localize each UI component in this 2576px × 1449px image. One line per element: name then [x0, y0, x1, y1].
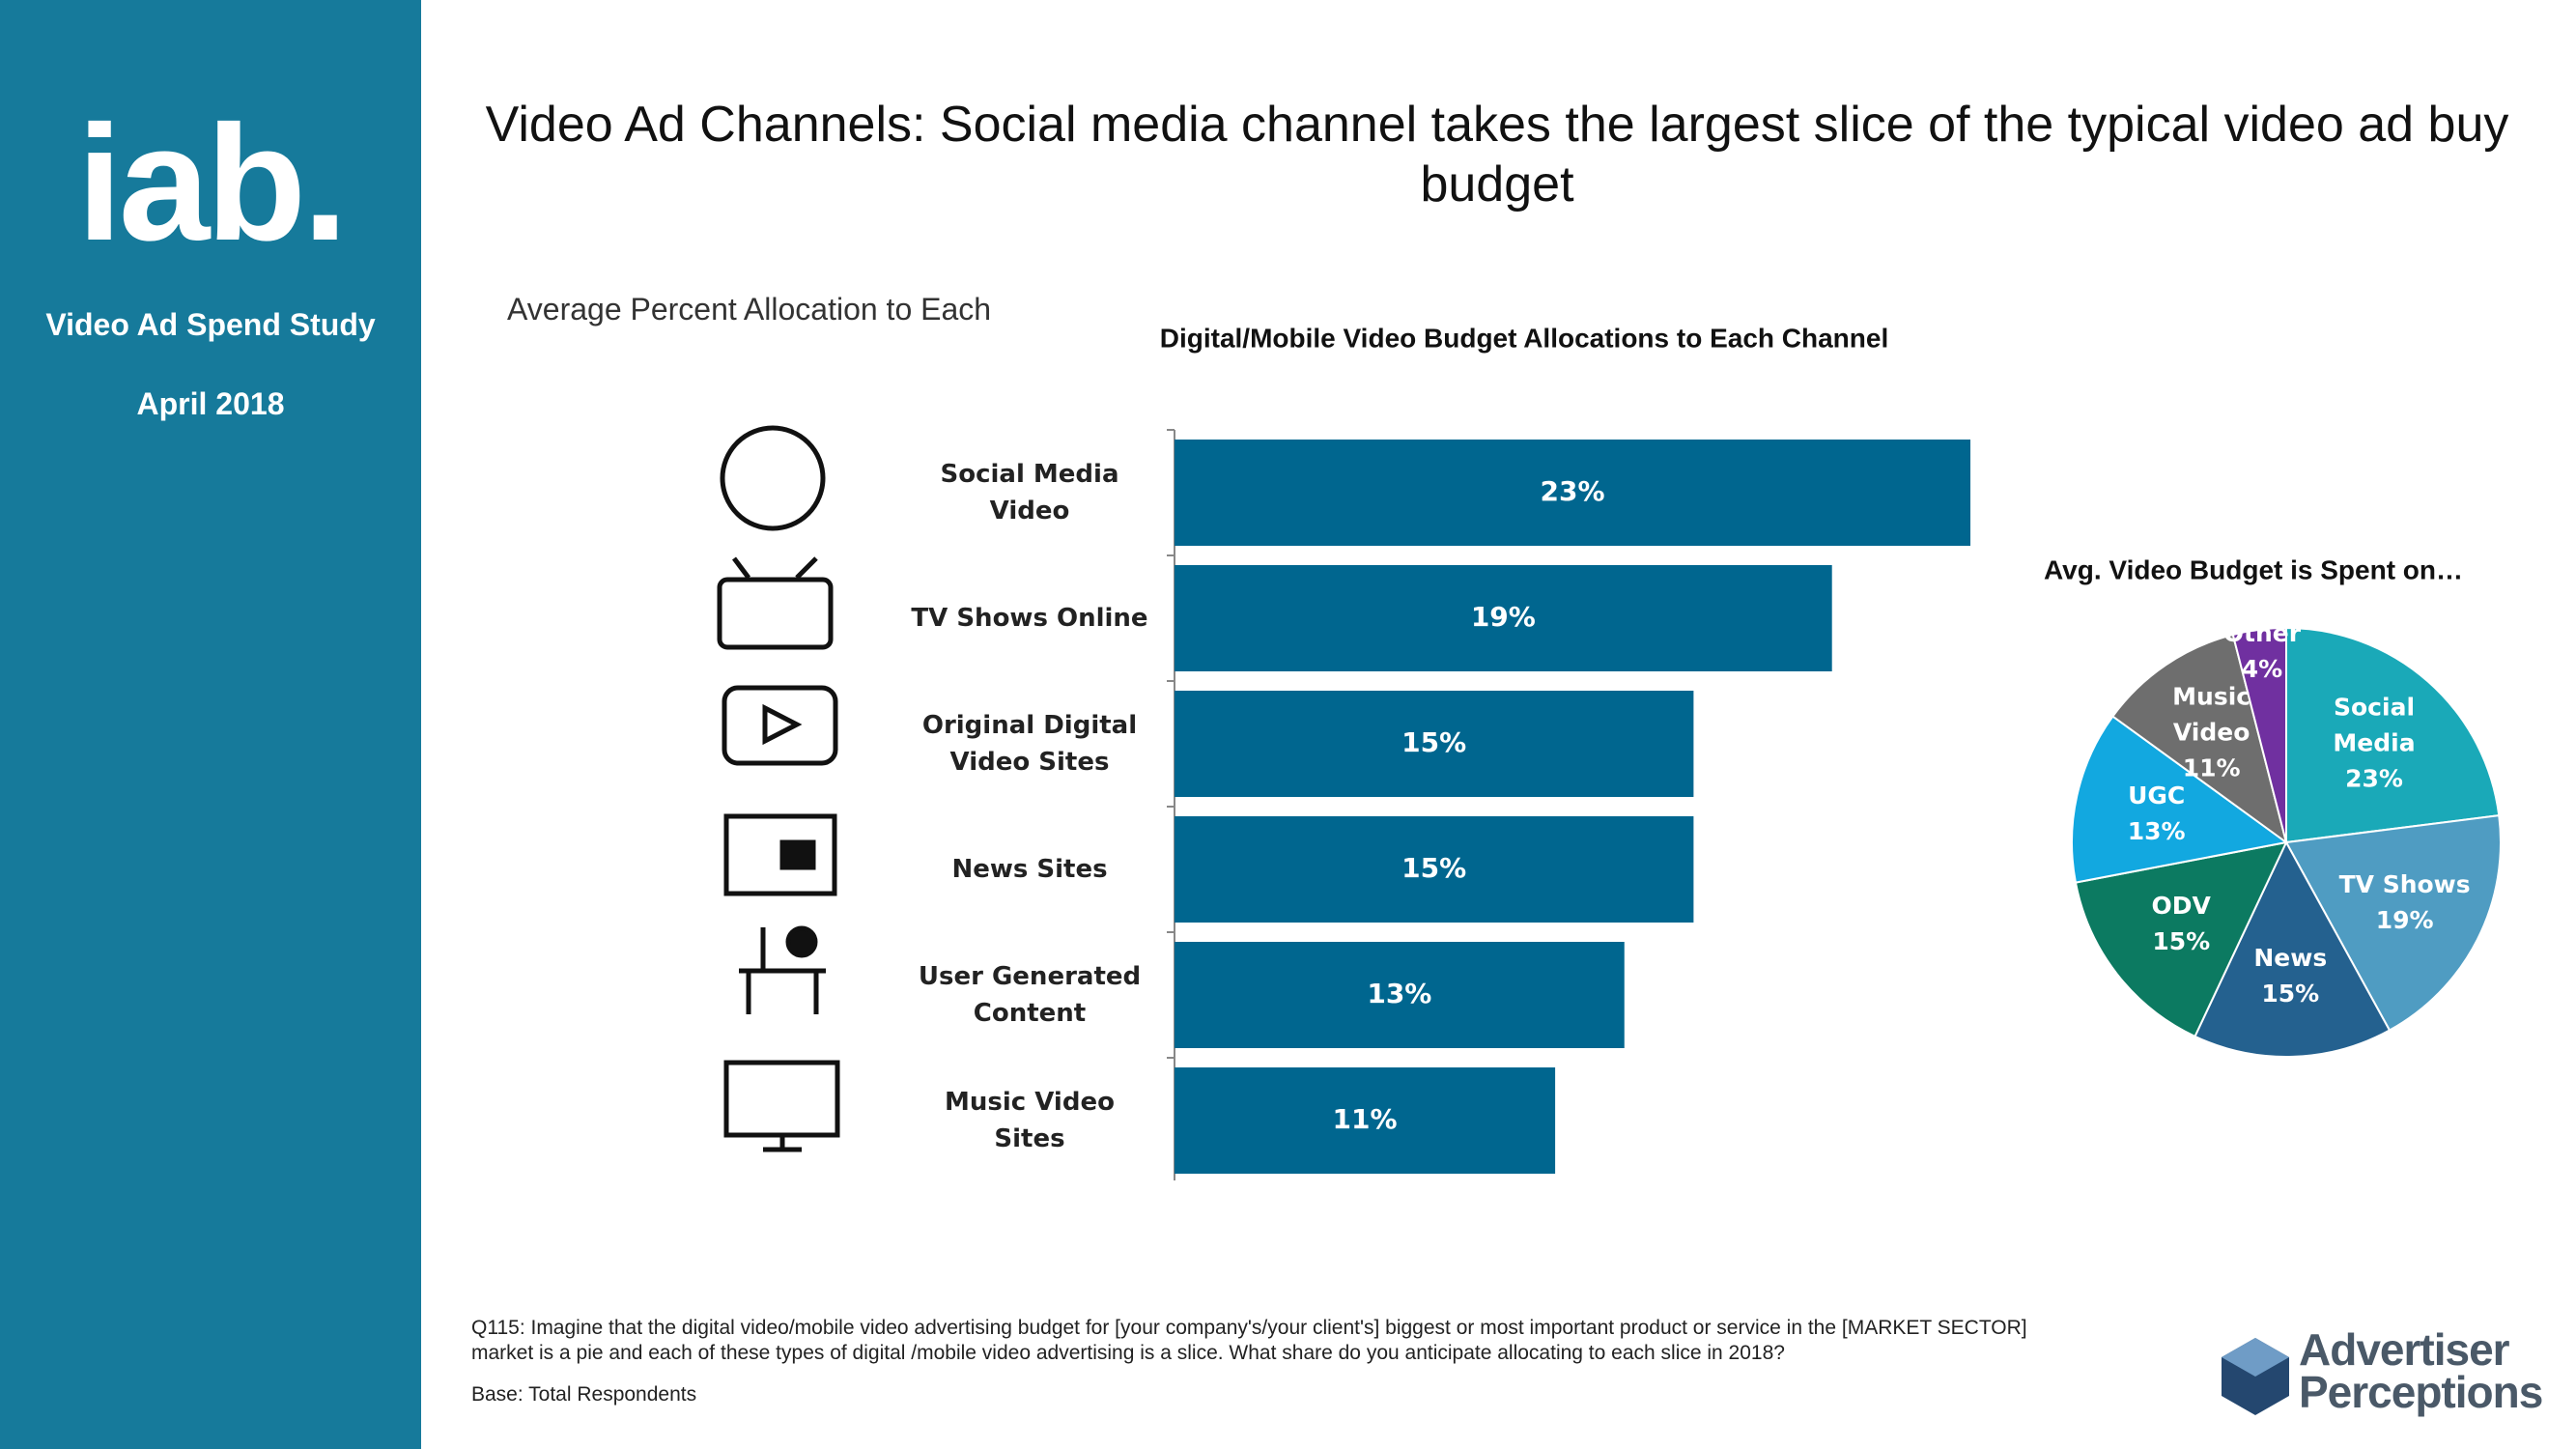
data-label: 19%: [1471, 601, 1536, 633]
slice-value: 15%: [2152, 927, 2211, 956]
chart-title: Digital/Mobile Video Budget Allocations …: [1160, 323, 1889, 353]
base-note: Base: Total Respondents: [471, 1383, 697, 1406]
pie-slice: [2194, 839, 2392, 1058]
icon-desk: [739, 927, 826, 1014]
bar: [1175, 691, 1694, 797]
slice-name: News: [2253, 943, 2328, 972]
brand-icon: [2222, 1338, 2289, 1415]
data-label: 11%: [1333, 1103, 1398, 1135]
icon-monitor: [723, 1060, 840, 1138]
icon-social: [720, 425, 826, 531]
slice-value: 11%: [2182, 753, 2241, 782]
slice-name: UGC: [2128, 781, 2186, 810]
slice-label: News 15%: [2218, 940, 2363, 1011]
category-label: Social Media Video: [940, 460, 1119, 526]
icon-play-triangle: [762, 703, 803, 746]
subtitle: Average Percent Allocation to Each: [507, 292, 992, 327]
slice-name: Social Media: [2333, 693, 2416, 757]
bar: [1175, 440, 1970, 546]
bar: [1175, 565, 1832, 671]
sidebar: iab. Video Ad Spend Study April 2018: [0, 0, 421, 1449]
pie-slice: [2284, 814, 2502, 1032]
slice-label: Music Video 11%: [2139, 679, 2284, 786]
slice-name: ODV: [2151, 892, 2211, 921]
category-label: TV Shows Online: [911, 604, 1148, 633]
icon-news: [723, 813, 837, 896]
category-label: Music Video Sites: [945, 1088, 1115, 1153]
footnote: Q115: Imagine that the digital video/mob…: [471, 1317, 2027, 1364]
bar: [1175, 942, 1625, 1048]
data-label: 13%: [1367, 978, 1431, 1009]
data-label: 23%: [1540, 475, 1604, 507]
icon-tv: [717, 577, 834, 650]
study-name: Video Ad Spend Study: [45, 307, 376, 342]
pie-slice: [2285, 626, 2501, 844]
pie-slice: [2231, 626, 2287, 843]
slice-value: 23%: [2345, 764, 2403, 793]
slice-value: 13%: [2127, 816, 2186, 845]
slice-label: Other 4%: [2190, 615, 2335, 687]
icon-play: [722, 685, 838, 766]
icon-monitor-stand: [763, 1135, 802, 1152]
slice-label: Social Media 23%: [2302, 689, 2447, 796]
slice-name: TV Shows: [2338, 870, 2471, 899]
slice-label: TV Shows 19%: [2333, 867, 2477, 938]
slice-value: 15%: [2261, 979, 2320, 1008]
slice-value: 19%: [2375, 906, 2434, 935]
icon-news-photo: [779, 839, 816, 870]
category-label: News Sites: [951, 855, 1108, 884]
bar: [1175, 816, 1694, 923]
study-date: April 2018: [136, 386, 285, 421]
data-label: 15%: [1401, 726, 1466, 758]
slice-label: ODV 15%: [2109, 888, 2253, 959]
data-label: 15%: [1401, 852, 1466, 884]
slice-name: Other: [2222, 618, 2302, 647]
bar: [1175, 1067, 1556, 1174]
category-label: Original Digital Video Sites: [921, 711, 1138, 777]
brand-logo: Advertiser Perceptions: [2299, 1324, 2543, 1417]
pie-slice: [2071, 715, 2289, 884]
slice-name: Music Video: [2172, 682, 2251, 747]
icon-person: [785, 925, 818, 958]
slice-value: 4%: [2241, 654, 2283, 683]
category-label: User Generated Content: [918, 962, 1142, 1028]
pie-slice: [2111, 633, 2288, 845]
chart-title: Avg. Video Budget is Spent on…: [2044, 554, 2463, 584]
icon-tv-antenna: [732, 556, 818, 580]
page-title: Video Ad Channels: Social media channel …: [485, 97, 2509, 213]
slice-label: UGC 13%: [2084, 778, 2229, 849]
icons: [717, 425, 840, 1152]
logo: iab.: [76, 92, 349, 275]
pie-slice: [2074, 840, 2288, 1038]
